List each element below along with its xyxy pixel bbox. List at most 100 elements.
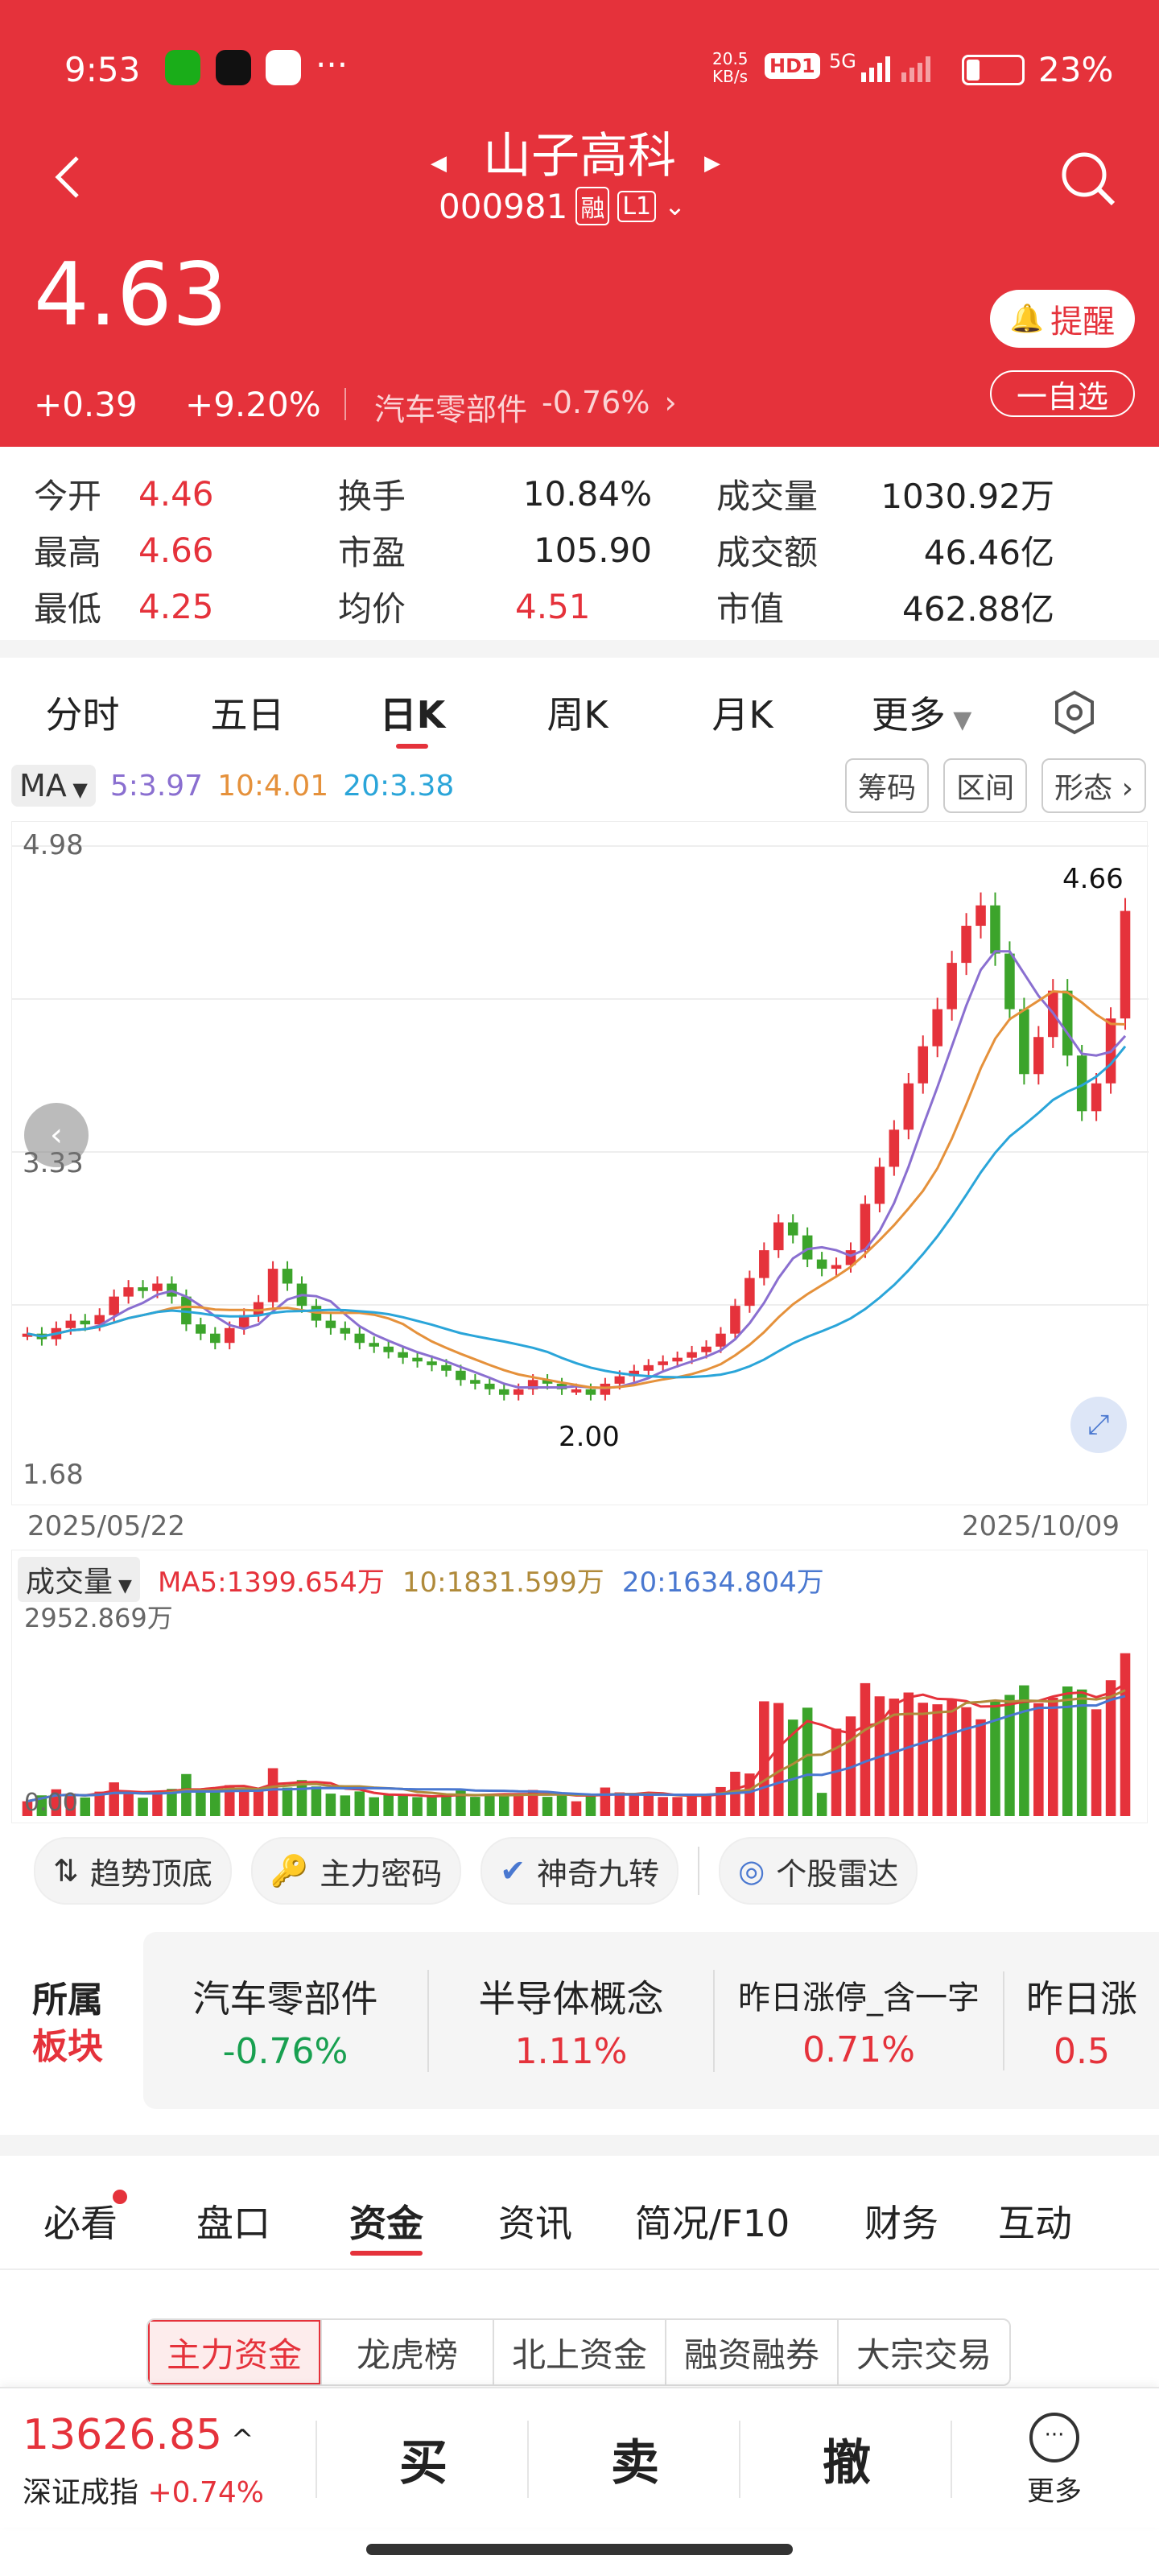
sell-button[interactable]: 卖 (611, 2435, 659, 2491)
volume-bar (94, 1791, 105, 1816)
subtab-margin[interactable]: 融资融券 (665, 2320, 837, 2384)
trend-tool-button[interactable]: ⇅ 趋势顶底 (34, 1837, 232, 1905)
candle-body (831, 1265, 842, 1269)
volume-bar (1048, 1697, 1058, 1816)
candle-body (990, 905, 1000, 954)
radar-icon: ◎ (738, 1853, 765, 1889)
buy-button[interactable]: 买 (399, 2435, 448, 2491)
tiktok-icon (216, 50, 251, 85)
radar-tool-button[interactable]: ◎ 个股雷达 (719, 1837, 918, 1905)
home-indicator[interactable] (366, 2544, 793, 2555)
volume-selector[interactable]: 成交量 ▼ (18, 1557, 140, 1602)
more-menu-button[interactable]: ··· 更多 (1006, 2413, 1103, 2508)
kline-chart[interactable] (11, 821, 1149, 1505)
scroll-left-icon[interactable]: ‹ (24, 1103, 89, 1167)
chevron-down-icon[interactable]: ⌄ (664, 191, 686, 221)
main-code-tool-button[interactable]: 🔑 主力密码 (250, 1837, 462, 1905)
candle-body (744, 1278, 755, 1307)
volume-bar (456, 1790, 466, 1816)
section-gap (0, 2135, 1159, 2156)
subtab-northbound[interactable]: 北上资金 (493, 2320, 665, 2384)
candle-body (860, 1203, 871, 1251)
tab-five-day[interactable]: 五日 (210, 693, 285, 737)
caret-down-icon: ▼ (66, 778, 88, 801)
tab-weekly-k[interactable]: 周K (547, 693, 608, 737)
tab-monthly-k[interactable]: 月K (711, 693, 773, 737)
sector-item[interactable]: 昨日涨 0.5 (1026, 1976, 1137, 2072)
volume-bar (687, 1794, 697, 1816)
watchlist-button[interactable]: 一自选 (990, 370, 1135, 417)
candle-body (210, 1333, 221, 1344)
ma-selector[interactable]: MA ▼ (11, 765, 96, 807)
candle-body (427, 1361, 437, 1365)
chart-tabs: 分时 五日 日K 周K 月K 更多 ▼ (0, 672, 1159, 753)
caret-down-icon: ▼ (113, 1576, 132, 1596)
candle-body (1076, 1055, 1087, 1112)
battery-percent: 23% (1038, 50, 1114, 89)
index-pct: +0.74% (147, 2476, 264, 2509)
pattern-button[interactable]: 形态 › (1041, 758, 1146, 813)
candle-body (22, 1333, 33, 1337)
tab-interaction[interactable]: 互动 (998, 2202, 1072, 2245)
bottom-bar: 13626.85 ^ 深证成指 +0.74% 买 卖 撤 ··· 更多 (0, 2387, 1159, 2528)
tab-order-book[interactable]: 盘口 (196, 2202, 270, 2245)
volume-bar (354, 1791, 365, 1816)
tab-daily-k[interactable]: 日K (330, 686, 495, 749)
volume-bar (643, 1794, 654, 1816)
subtab-block-trade[interactable]: 大宗交易 (837, 2320, 1009, 2384)
candle-body (672, 1357, 683, 1362)
candle-body (716, 1333, 726, 1347)
chips-button[interactable]: 筹码 (845, 758, 930, 813)
tab-intraday[interactable]: 分时 (45, 693, 120, 737)
stats-row: 最低 4.25 均价 4.51 市值 462.88亿 (34, 586, 1054, 629)
tool-chips: ⇅ 趋势顶底 🔑 主力密码 ✔ 神奇九转 ◎ 个股雷达 (34, 1837, 918, 1905)
subtab-main-funds[interactable]: 主力资金 (148, 2320, 320, 2384)
tab-news[interactable]: 资讯 (498, 2202, 572, 2245)
volume-chart[interactable] (11, 1550, 1148, 1823)
candle-body (816, 1259, 827, 1269)
candle-body (498, 1389, 509, 1395)
sector-name: 汽车零部件 (374, 392, 528, 427)
volume-bar (542, 1797, 553, 1816)
qq-icon (266, 50, 301, 85)
candle-body (152, 1283, 163, 1291)
sector-item[interactable]: 昨日涨停_含一字 0.71% (715, 1971, 1004, 2070)
divider (951, 2421, 952, 2498)
fund-subtabs: 主力资金 龙虎榜 北上资金 融资融券 大宗交易 (146, 2318, 1011, 2386)
vol-ma5-line (27, 1682, 1126, 1803)
candle-body (542, 1380, 553, 1384)
fullscreen-icon[interactable]: ⤢ (1070, 1397, 1127, 1453)
alert-button[interactable]: 🔔 提醒 (990, 290, 1135, 348)
index-name: 深证成指 (23, 2476, 139, 2509)
index-ticker[interactable]: 13626.85 ^ 深证成指 +0.74% (23, 2411, 264, 2511)
volume-legend: 成交量 ▼ MA5:1399.654万 10:1831.599万 20:1634… (18, 1557, 824, 1602)
range-button[interactable]: 区间 (943, 758, 1028, 813)
cancel-order-button[interactable]: 撤 (823, 2435, 871, 2491)
subtab-dragon-tiger[interactable]: 龙虎榜 (320, 2320, 493, 2384)
candle-body (123, 1287, 134, 1297)
magic-nine-tool-button[interactable]: ✔ 神奇九转 (481, 1837, 679, 1905)
tab-must-read[interactable]: 必看 (0, 2190, 161, 2248)
active-tab-indicator (350, 2251, 423, 2256)
next-stock-icon[interactable]: ▶ (704, 151, 720, 175)
prev-stock-icon[interactable]: ◀ (431, 151, 447, 175)
candle-body (109, 1296, 119, 1315)
back-icon[interactable] (48, 153, 89, 201)
tab-financials[interactable]: 财务 (864, 2202, 938, 2245)
chart-settings-icon[interactable] (1018, 690, 1131, 735)
tab-funds[interactable]: 资金 (306, 2194, 467, 2256)
candle-body (398, 1352, 408, 1358)
check-wave-icon: ✔ (500, 1853, 526, 1889)
volume-bar (1091, 1709, 1102, 1816)
price-change: +0.39 (34, 385, 138, 424)
wechat-icon (165, 50, 200, 85)
volume-bar (441, 1794, 452, 1816)
candle-body (267, 1269, 278, 1302)
divider (316, 2421, 317, 2498)
search-icon[interactable] (1058, 149, 1119, 209)
sector-item[interactable]: 半导体概念 1.11% (429, 1969, 715, 2072)
sector-item[interactable]: 汽车零部件 -0.76% (143, 1969, 429, 2072)
sector-link[interactable]: 汽车零部件 -0.76% › (374, 385, 677, 429)
tab-profile-f10[interactable]: 简况/F10 (634, 2202, 790, 2245)
tab-more[interactable]: 更多 ▼ (871, 693, 972, 737)
